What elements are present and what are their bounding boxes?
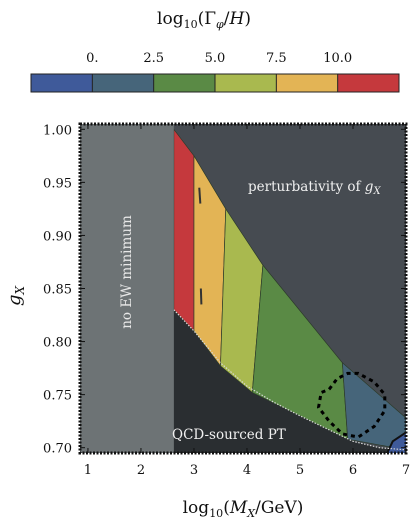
x-tick-label: 5: [296, 463, 304, 478]
x-tick-label: 1: [84, 463, 92, 478]
contour-mark: [198, 187, 202, 204]
region-label-no-ew-minimum: no EW minimum: [119, 215, 135, 329]
x-axis: 1 2 3 4 5 6 7: [84, 124, 410, 478]
x-axis-label: log10(MX/GeV): [183, 498, 304, 520]
y-tick-label: 0.70: [43, 442, 72, 457]
colorbar-band-5: [337, 74, 399, 92]
y-axis: 0.70 0.75 0.80 0.85 0.90 0.95 1.00: [43, 123, 406, 457]
colorbar-tick-label: 7.5: [266, 51, 287, 66]
y-tick-label: 0.95: [43, 176, 72, 191]
y-tick-label: 0.90: [43, 229, 72, 244]
x-tick-label: 3: [190, 463, 198, 478]
y-tick-label: 1.00: [43, 123, 72, 138]
colorbar-tick-label: 10.0: [323, 51, 352, 66]
plot-area: [80, 124, 406, 453]
contour-mark: [199, 288, 203, 305]
region-label-qcd-pt: QCD-sourced PT: [172, 427, 286, 443]
colorbar-band-3: [215, 74, 277, 92]
colorbar-tick-label: 0.: [86, 51, 98, 66]
colorbar-band-1: [92, 74, 154, 92]
x-tick-label: 6: [349, 463, 357, 478]
colorbar-tick-label: 2.5: [143, 51, 164, 66]
dashed-contour: [316, 371, 387, 439]
x-tick-label: 2: [137, 463, 145, 478]
colorbar-tick-label: 5.0: [205, 51, 226, 66]
colorbar-band-2: [153, 74, 215, 92]
y-tick-label: 0.85: [43, 283, 72, 298]
x-tick-label: 7: [402, 463, 410, 478]
region-no-ew-minimum: [80, 124, 174, 453]
x-tick-label: 4: [243, 463, 251, 478]
colorbar-band-0: [31, 74, 93, 92]
colorbar-ticks: 0. 2.5 5.0 7.5 10.0: [86, 51, 352, 92]
region-label-perturbativity: perturbativity of gX: [248, 179, 381, 197]
colorbar-title: log10(Γφ/H): [157, 9, 251, 31]
y-axis-label: gX: [4, 286, 27, 307]
y-tick-label: 0.75: [43, 389, 72, 404]
region-qcd-pt: [173, 309, 406, 453]
y-tick-label: 0.80: [43, 336, 72, 351]
colorbar-band-4: [276, 74, 338, 92]
contour-band-0: [173, 128, 195, 332]
